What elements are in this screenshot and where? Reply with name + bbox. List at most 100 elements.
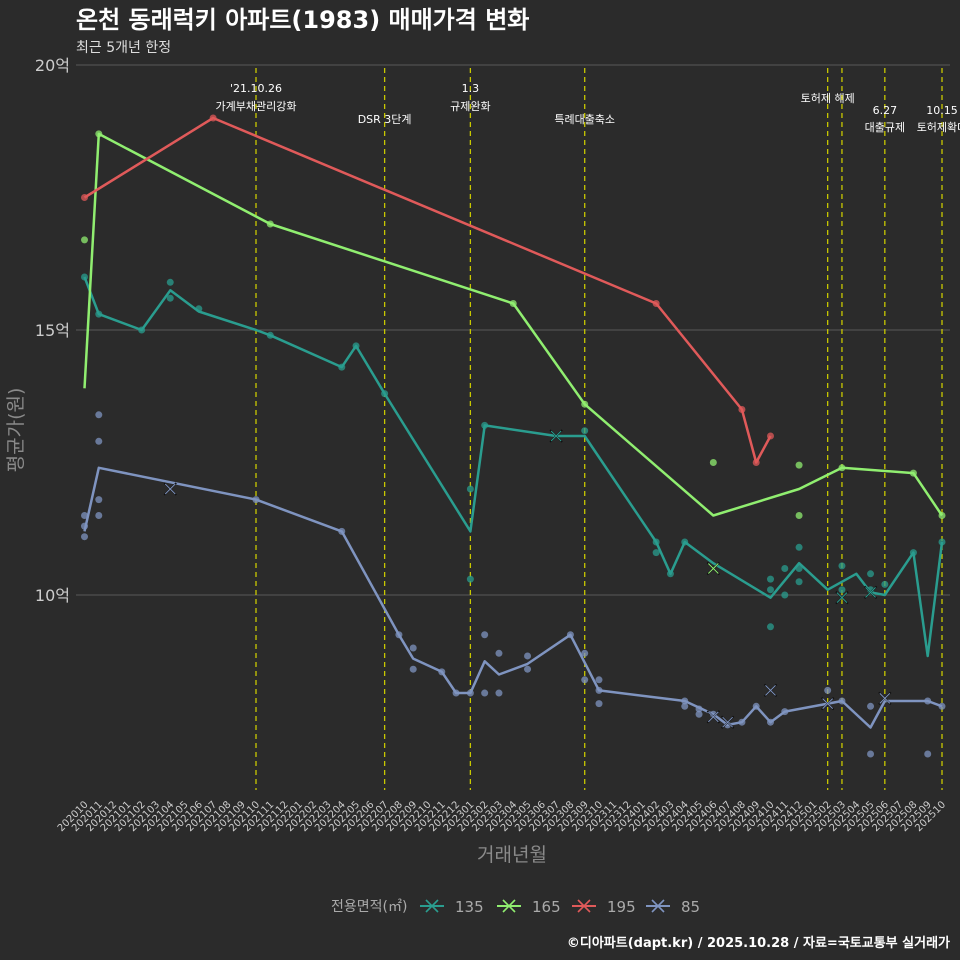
data-point-85: [767, 718, 774, 726]
data-point-135: [767, 575, 774, 583]
series-line-135: [83, 276, 944, 658]
legend-item-195: 195: [572, 898, 636, 916]
cross-marker-85: [163, 482, 177, 496]
data-point-85: [695, 705, 703, 713]
data-point-135: [881, 580, 889, 588]
data-point-85: [524, 665, 532, 673]
data-point-135: [795, 578, 803, 586]
event-date-label: 6.27: [873, 104, 898, 117]
data-point-135: [138, 326, 146, 334]
data-point-135: [466, 485, 474, 493]
data-point-85: [95, 496, 103, 504]
series-line-85: [83, 466, 943, 729]
data-point-135: [466, 575, 474, 583]
data-point-135: [938, 538, 946, 546]
event-date-label: 1.3: [462, 82, 480, 95]
data-point-195: [81, 194, 88, 201]
data-point-85: [409, 644, 417, 652]
data-point-135: [838, 586, 846, 594]
data-point-135: [867, 570, 875, 578]
data-point-135: [781, 565, 789, 572]
data-point-135: [652, 538, 660, 546]
data-point-85: [838, 697, 846, 705]
legend-label: 165: [532, 898, 561, 916]
series-lines: [83, 116, 944, 729]
legend: 전용면적(㎡) 135 165 195 85: [331, 898, 700, 916]
cross-marker-85: [706, 710, 720, 724]
data-point-85: [738, 718, 746, 726]
data-point-85: [581, 649, 589, 657]
data-point-85: [81, 512, 88, 519]
data-point-135: [681, 538, 689, 546]
data-point-165: [709, 459, 717, 466]
data-point-85: [438, 668, 446, 676]
data-point-135: [166, 278, 174, 286]
legend-cross: [651, 899, 665, 913]
data-point-135: [767, 586, 774, 594]
series-line-165: [83, 132, 944, 517]
legend-label: 195: [607, 898, 636, 916]
data-point-165: [81, 236, 88, 244]
data-point-135: [352, 342, 360, 350]
y-tick-label: 10억: [35, 586, 70, 605]
data-point-85: [752, 702, 760, 710]
source-caption: ©디아파트(dapt.kr) / 2025.10.28 / 자료=국토교통부 실…: [567, 935, 950, 951]
data-point-85: [938, 702, 946, 710]
data-point-85: [338, 527, 346, 535]
gridlines: [76, 64, 950, 596]
cross-marker-85: [763, 683, 778, 698]
data-point-85: [95, 411, 103, 419]
cross-marker-135: [549, 429, 563, 443]
data-point-85: [595, 686, 603, 694]
y-axis-title: 평균가(원): [5, 388, 27, 473]
chart-title: 온천 동래럭키 아파트(1983) 매매가격 변화: [76, 6, 529, 34]
legend-cross: [502, 899, 516, 913]
data-point-85: [581, 676, 589, 684]
legend-cross: [577, 899, 591, 913]
x-axis-title: 거래년월: [477, 844, 547, 866]
data-point-165: [838, 464, 846, 472]
data-point-85: [395, 631, 403, 639]
data-point-85: [495, 649, 503, 657]
data-point-85: [481, 689, 489, 697]
legend-item-135: 135: [420, 898, 484, 916]
event-name-label: 토허제 해제: [801, 91, 855, 105]
cross-marker-85: [720, 715, 735, 729]
data-point-85: [81, 533, 88, 541]
data-point-135: [338, 363, 346, 371]
x-axis-ticks: 2020102020112020122021012021022021032021…: [56, 799, 948, 834]
event-name-label: DSR 3단계: [358, 113, 412, 126]
series-line-195: [83, 116, 772, 464]
y-tick-label: 15억: [35, 321, 70, 340]
data-point-85: [524, 652, 532, 660]
data-point-85: [595, 676, 603, 684]
event-date-label: '21.10.26: [230, 82, 282, 95]
data-point-165: [581, 400, 589, 408]
data-point-165: [509, 300, 517, 307]
cross-marker-85: [821, 697, 835, 711]
data-point-85: [466, 689, 474, 697]
chart-subtitle: 최근 5개년 한정: [76, 40, 171, 56]
data-point-85: [867, 702, 875, 710]
cross-marker-135: [863, 585, 878, 599]
legend-item-85: 85: [646, 898, 700, 916]
event-name-label: 가계부채관리강화: [216, 100, 297, 113]
data-point-85: [481, 631, 489, 639]
data-point-85: [924, 750, 932, 758]
data-point-195: [738, 406, 746, 413]
data-point-165: [795, 461, 803, 469]
data-point-135: [481, 421, 489, 429]
event-name-label: 토허제확대: [917, 121, 960, 134]
data-point-85: [409, 665, 417, 673]
data-point-195: [209, 114, 217, 122]
data-point-195: [767, 432, 774, 440]
data-point-85: [695, 710, 703, 718]
legend-label: 135: [455, 898, 484, 916]
data-point-165: [795, 512, 803, 519]
data-point-135: [266, 331, 274, 339]
legend-cross: [425, 899, 439, 913]
legend-title: 전용면적(㎡): [331, 899, 407, 915]
data-point-85: [495, 689, 503, 697]
legend-item-165: 165: [497, 898, 561, 916]
data-point-135: [652, 549, 660, 557]
